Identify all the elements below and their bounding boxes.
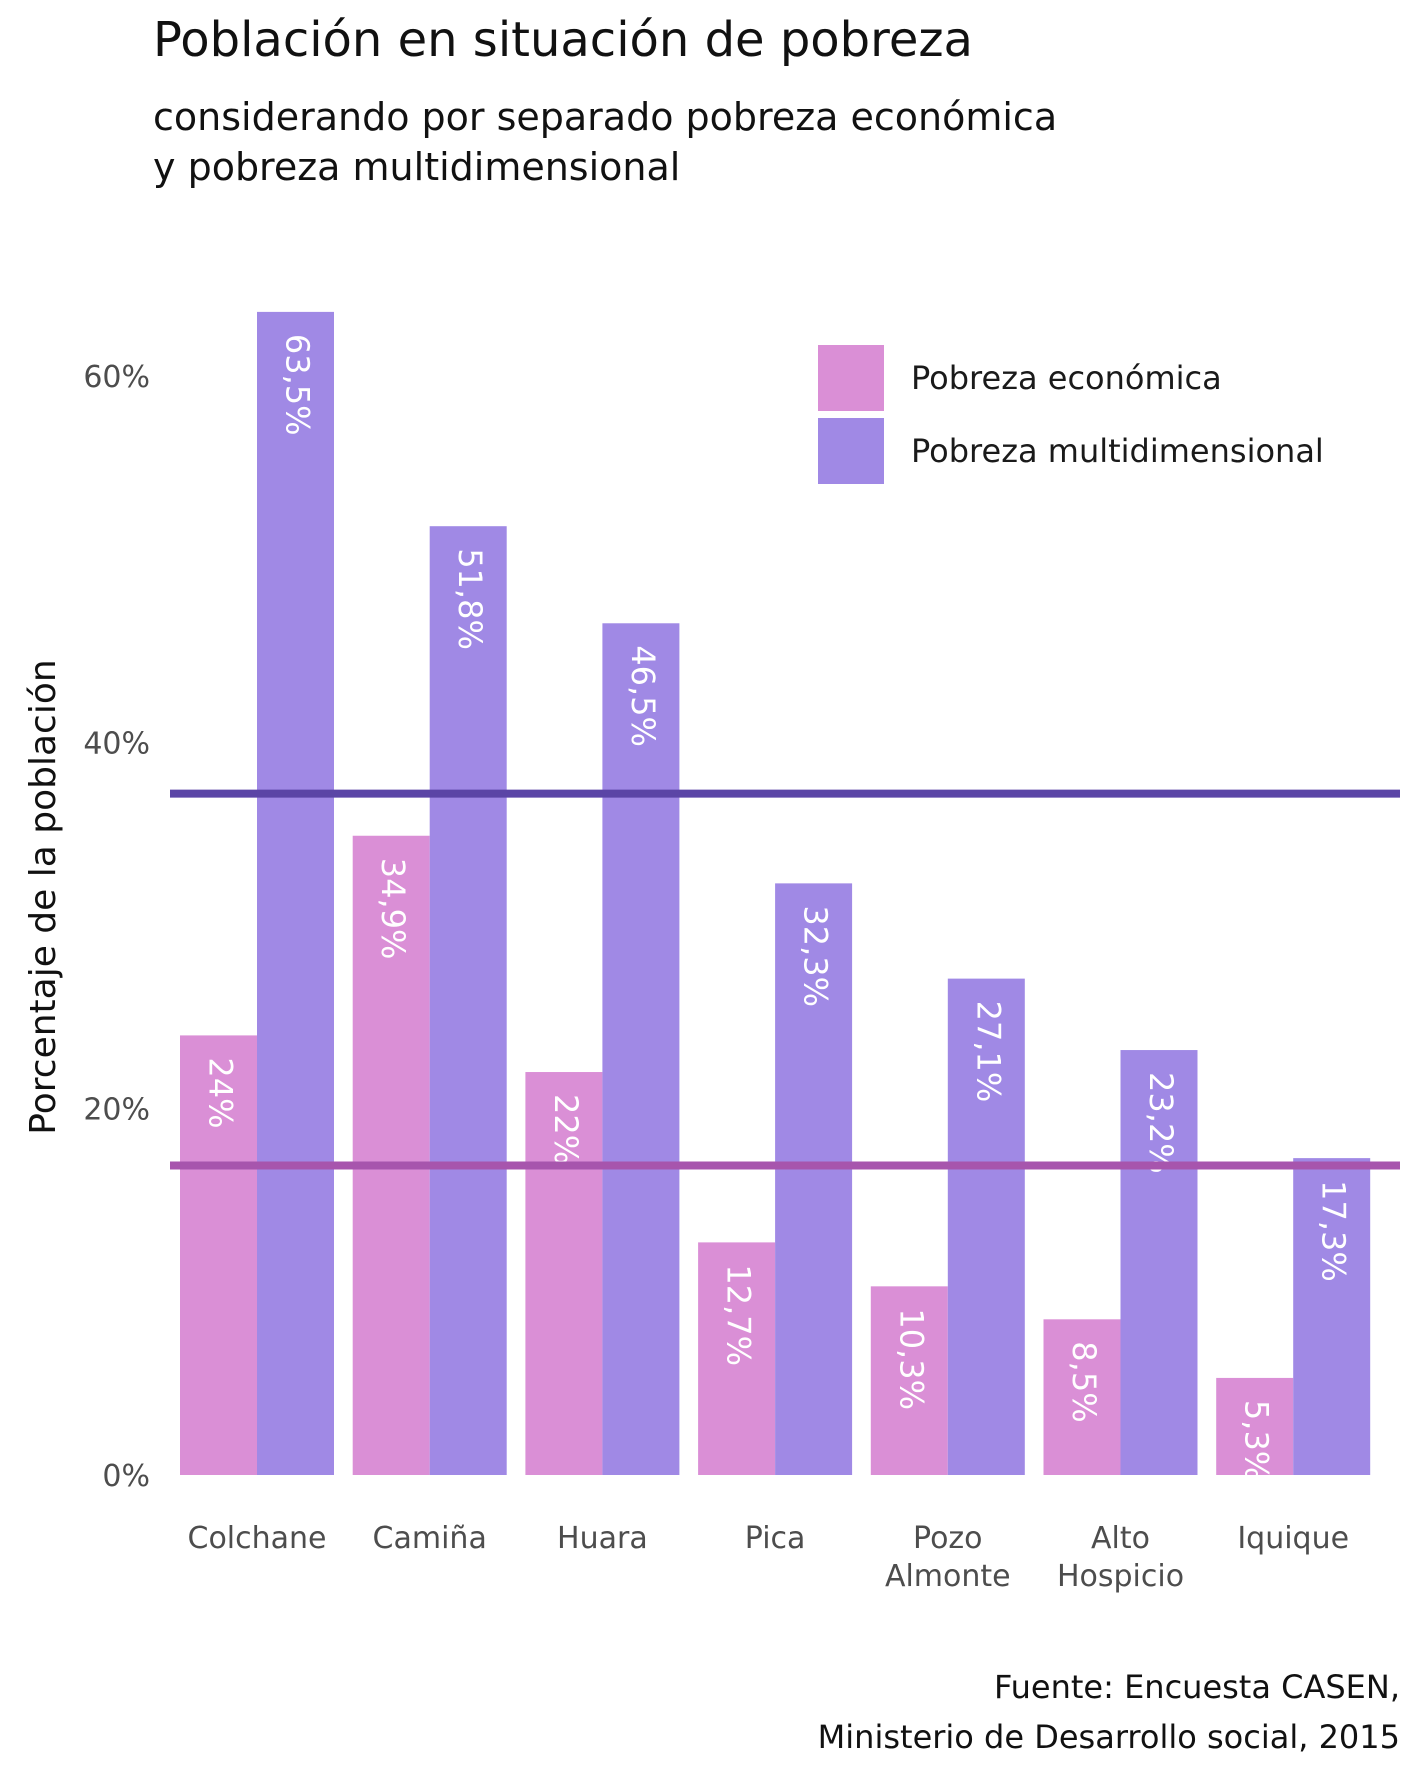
- bar-pobreza-multidimensional: [257, 311, 334, 1476]
- bar-value-label: 17,3%: [1315, 1180, 1353, 1282]
- bar-pobreza-multidimensional: [1120, 1050, 1198, 1475]
- bar-value-label: 5,3%: [1238, 1400, 1276, 1481]
- legend-label: Pobreza económica: [911, 359, 1222, 397]
- bar-value-label: 10,3%: [892, 1308, 930, 1410]
- bar-value-label: 8,5%: [1065, 1341, 1103, 1422]
- x-tick-label: Camiña: [373, 1521, 487, 1556]
- chart-title: Población en situación de pobreza: [153, 12, 973, 68]
- bar-pobreza-multidimensional: [602, 623, 680, 1475]
- bar-value-label: 32,3%: [797, 905, 835, 1007]
- bar-pobreza-economica: [1043, 1319, 1121, 1475]
- bar-pobreza-economica: [180, 1035, 257, 1475]
- y-tick-label: 0%: [102, 1459, 150, 1494]
- bar-value-label: 23,2%: [1142, 1072, 1180, 1174]
- x-tick-label: Pica: [745, 1521, 806, 1556]
- y-tick-label: 40%: [83, 726, 150, 761]
- bar-value-label: 51,8%: [451, 548, 489, 650]
- bar-pobreza-multidimensional: [947, 978, 1025, 1475]
- legend-swatch: [818, 418, 884, 484]
- bar-value-label: 12,7%: [720, 1264, 758, 1366]
- bar-pobreza-economica: [525, 1072, 603, 1475]
- bar-pobreza-economica: [698, 1242, 776, 1475]
- x-tick-label: Colchane: [188, 1521, 327, 1556]
- bar-pobreza-economica: [352, 835, 430, 1475]
- y-tick-label: 60%: [83, 360, 150, 395]
- subtitle-line-1: considerando por separado pobreza económ…: [153, 95, 1058, 139]
- caption-line-2: Ministerio de Desarrollo social, 2015: [817, 1718, 1400, 1756]
- bar-pobreza-multidimensional: [1293, 1158, 1371, 1475]
- bar-pobreza-multidimensional: [775, 883, 853, 1475]
- bar-value-label: 22%: [547, 1094, 585, 1165]
- x-tick-label: Iquique: [1237, 1521, 1349, 1556]
- bar-value-label: 24%: [202, 1057, 240, 1128]
- bar-value-label: 63,5%: [279, 334, 317, 436]
- y-tick-label: 20%: [83, 1093, 150, 1128]
- x-tick-label: Huara: [557, 1521, 648, 1556]
- subtitle-line-2: y pobreza multidimensional: [153, 145, 681, 189]
- bar-pobreza-multidimensional: [429, 526, 507, 1475]
- y-axis-label: Porcentaje de la población: [23, 659, 64, 1134]
- bar-pobreza-economica: [870, 1286, 948, 1475]
- bar-value-label: 46,5%: [624, 645, 662, 747]
- bar-value-label: 27,1%: [969, 1001, 1007, 1103]
- legend-swatch: [818, 345, 884, 411]
- chart-subtitle: considerando por separado pobreza económ…: [153, 92, 1057, 192]
- bar-pobreza-economica: [1216, 1377, 1294, 1475]
- bar-value-label: 34,9%: [374, 858, 412, 960]
- caption-line-1: Fuente: Encuesta CASEN,: [993, 1668, 1400, 1706]
- legend-label: Pobreza multidimensional: [911, 432, 1324, 470]
- x-tick-label: Alto Hospicio: [1057, 1521, 1184, 1594]
- source-caption: Fuente: Encuesta CASEN, Ministerio de De…: [818, 1662, 1400, 1762]
- x-tick-label: Pozo Almonte: [885, 1521, 1011, 1594]
